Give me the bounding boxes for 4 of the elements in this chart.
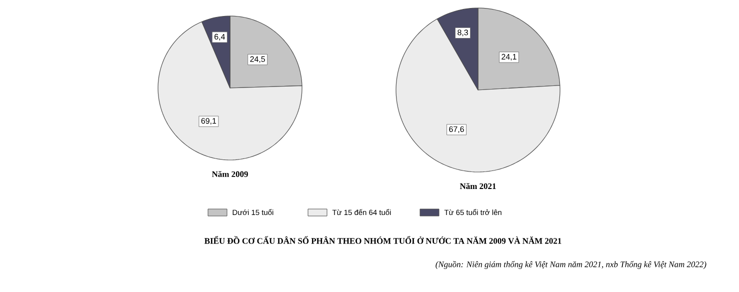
text: BIỂU ĐỒ CƠ CẤU DÂN SỐ PHÂN THEO NHÓM TUỔI Ở NƯỚC TA NĂM 2009 VÀ NĂM 2021	[204, 236, 562, 244]
text: Năm 2009	[212, 170, 248, 178]
text: (Nguồn: Niên giám thống kê Việt Nam năm 2021, nxb Thống kê Việt Nam 2022)	[436, 261, 706, 269]
text: Năm 2021	[460, 182, 496, 190]
